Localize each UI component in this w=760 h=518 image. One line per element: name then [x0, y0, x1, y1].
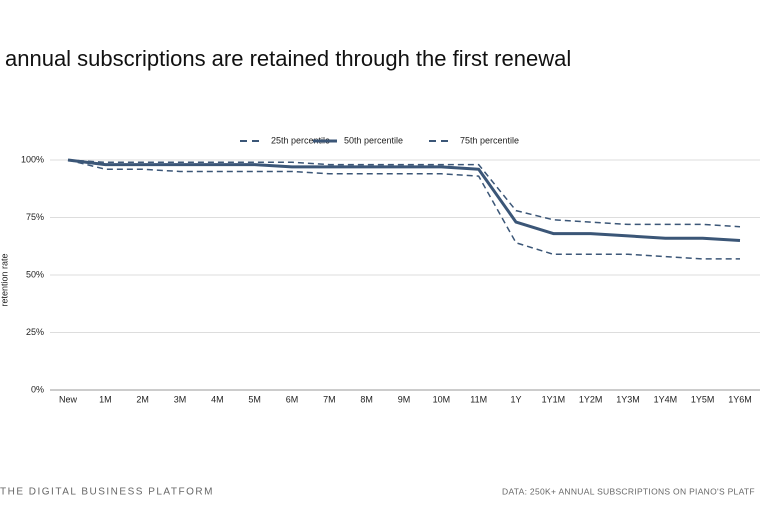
y-tick-label: 50%: [26, 269, 44, 279]
x-tick-label: 1Y5M: [691, 394, 715, 404]
x-tick-label: 1Y1M: [542, 394, 566, 404]
x-tick-label: 6M: [286, 394, 299, 404]
series-line: [67, 159, 741, 228]
x-tick-label: 1M: [99, 394, 112, 404]
legend-label: 75th percentile: [460, 135, 519, 145]
x-tick-label: 1Y4M: [654, 394, 678, 404]
chart-title: annual subscriptions are retained throug…: [5, 46, 571, 71]
x-tick-label: 2M: [136, 394, 149, 404]
footer-left: THE DIGITAL BUSINESS PLATFORM: [0, 487, 214, 498]
x-tick-label: New: [59, 394, 78, 404]
x-tick-label: 5M: [248, 394, 261, 404]
legend-label: 25th percentile: [271, 135, 330, 145]
x-tick-label: 8M: [360, 394, 373, 404]
footer-right: DATA: 250K+ ANNUAL SUBSCRIPTIONS ON PIAN…: [502, 486, 755, 496]
legend-label: 50th percentile: [344, 135, 403, 145]
y-tick-label: 0%: [31, 384, 44, 394]
x-tick-label: 11M: [470, 394, 487, 404]
y-tick-label: 100%: [21, 154, 44, 164]
x-tick-label: 1Y: [510, 394, 521, 404]
x-tick-label: 7M: [323, 394, 336, 404]
x-tick-label: 4M: [211, 394, 224, 404]
y-axis-label: retention rate: [0, 253, 9, 306]
y-tick-label: 75%: [26, 212, 44, 222]
series-line: [67, 158, 741, 242]
x-tick-label: 1Y2M: [579, 394, 603, 404]
x-tick-label: 3M: [174, 394, 187, 404]
x-tick-label: 10M: [433, 394, 451, 404]
y-tick-label: 25%: [26, 327, 44, 337]
x-tick-label: 1Y6M: [728, 394, 752, 404]
x-tick-label: 1Y3M: [616, 394, 640, 404]
x-tick-label: 9M: [398, 394, 411, 404]
series-line: [67, 159, 740, 260]
